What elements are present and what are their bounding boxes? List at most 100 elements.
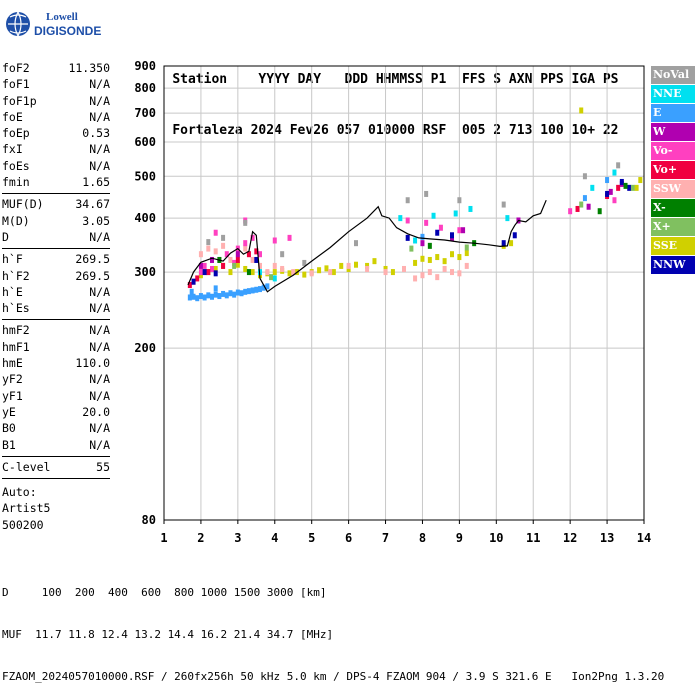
echo-point <box>228 269 233 276</box>
echo-point <box>372 258 377 265</box>
param-value: 1.65 <box>82 175 110 190</box>
echo-point <box>464 244 469 251</box>
echo-point <box>627 184 632 191</box>
param-label: foF1 <box>2 77 30 92</box>
header-block: Station YYYY DAY DDD HHMMSS P1 FFS S AXN… <box>141 20 618 139</box>
echo-point <box>217 293 222 300</box>
param-label: hmF1 <box>2 339 30 354</box>
param-row: hmF1 N/A <box>2 339 110 355</box>
param-value: 34.67 <box>75 197 110 212</box>
param-value: N/A <box>89 229 110 244</box>
x-tick-label: 13 <box>600 531 614 545</box>
echo-point <box>235 256 240 263</box>
echo-point <box>232 291 237 298</box>
param-label: D <box>2 229 9 244</box>
param-value: N/A <box>89 323 110 338</box>
param-row: fmin 1.65 <box>2 174 110 190</box>
echo-point <box>243 219 248 226</box>
param-value: 20.0 <box>82 404 110 419</box>
param-value: N/A <box>89 339 110 354</box>
echo-point <box>612 197 617 204</box>
param-label: foF2 <box>2 61 30 75</box>
param-label: foEp <box>2 126 30 141</box>
param-label: M(D) <box>2 213 30 228</box>
echo-point <box>206 245 211 252</box>
x-tick-label: 9 <box>456 531 463 545</box>
param-value: N/A <box>89 93 110 108</box>
x-tick-label: 3 <box>234 531 241 545</box>
y-tick-label: 400 <box>134 211 156 225</box>
echo-point <box>213 291 218 298</box>
echo-point <box>243 245 248 252</box>
divider <box>2 455 110 457</box>
footer-muf-row: MUF 11.7 11.8 12.4 13.2 14.4 16.2 21.4 3… <box>2 628 334 641</box>
header-value-axn: 713 <box>508 123 533 138</box>
y-tick-label: 80 <box>142 513 156 527</box>
autoscaling-info: Auto: Artist5 500200 <box>2 484 50 533</box>
param-value: 269.5 <box>75 252 110 267</box>
echo-point <box>354 240 358 247</box>
y-tick-label: 700 <box>134 106 156 120</box>
echo-point <box>582 173 587 180</box>
x-tick-label: 4 <box>271 531 278 545</box>
echo-point <box>457 197 462 204</box>
header-label-s: S <box>493 72 502 87</box>
echo-point <box>195 275 200 282</box>
echo-point <box>586 203 591 210</box>
header-label-iga: IGA <box>571 72 596 87</box>
echo-point <box>616 184 621 191</box>
header-labels-row: Station YYYY DAY DDD HHMMSS P1 FFS S AXN… <box>141 54 618 87</box>
echo-point <box>464 262 469 269</box>
echo-point <box>450 251 454 258</box>
echo-point <box>453 210 458 217</box>
x-tick-label: 10 <box>489 531 503 545</box>
param-row: h`Es N/A <box>2 300 110 316</box>
echo-point <box>265 269 270 276</box>
echo-point <box>579 107 584 114</box>
echo-point <box>224 292 229 299</box>
echo-point <box>619 178 624 185</box>
echo-point <box>202 269 207 276</box>
echo-point <box>272 269 277 276</box>
echo-point <box>213 285 218 292</box>
param-row: h`E N/A <box>2 284 110 300</box>
param-group-3: h`F 269.5 h`F2 269.5 h`E N/A h`Es N/A <box>2 251 110 316</box>
echo-point <box>309 270 314 277</box>
echo-point <box>243 265 248 272</box>
param-value: N/A <box>89 421 110 436</box>
divider <box>2 478 110 480</box>
x-tick-label: 5 <box>308 531 315 545</box>
header-value-station: Fortaleza <box>172 123 243 138</box>
echo-point <box>383 265 388 272</box>
header-value-ffs: 005 <box>461 123 486 138</box>
divider <box>2 319 110 321</box>
header-label-year: YYYY <box>258 72 290 87</box>
echo-point <box>287 270 292 277</box>
echo-point <box>250 287 255 294</box>
echo-point <box>221 262 226 269</box>
echo-point <box>365 265 370 272</box>
echo-point <box>605 177 610 184</box>
param-label: B1 <box>2 437 16 452</box>
auto-line3: 500200 <box>2 517 44 532</box>
echo-point <box>354 261 358 268</box>
echo-point <box>202 294 207 301</box>
echo-point <box>450 232 454 239</box>
param-label: yF2 <box>2 372 23 387</box>
param-row: C-level 55 <box>2 459 110 475</box>
echo-point <box>427 242 432 249</box>
auto-line1: Auto: <box>2 485 37 499</box>
echo-point <box>420 272 425 279</box>
param-row: B0 N/A <box>2 420 110 436</box>
header-label-station: Station <box>172 72 228 87</box>
legend-item-nne: NNE <box>651 85 695 103</box>
logo-line2: DIGISONDE <box>34 24 101 38</box>
echo-point <box>280 265 285 272</box>
header-label-ddd: DDD <box>344 72 369 87</box>
param-row: D N/A <box>2 229 110 245</box>
header-label-axn: AXN <box>508 72 533 87</box>
echo-point <box>213 265 218 272</box>
echo-point <box>250 269 255 276</box>
echo-point <box>228 290 233 297</box>
header-value-iga: 10+ <box>571 123 596 138</box>
